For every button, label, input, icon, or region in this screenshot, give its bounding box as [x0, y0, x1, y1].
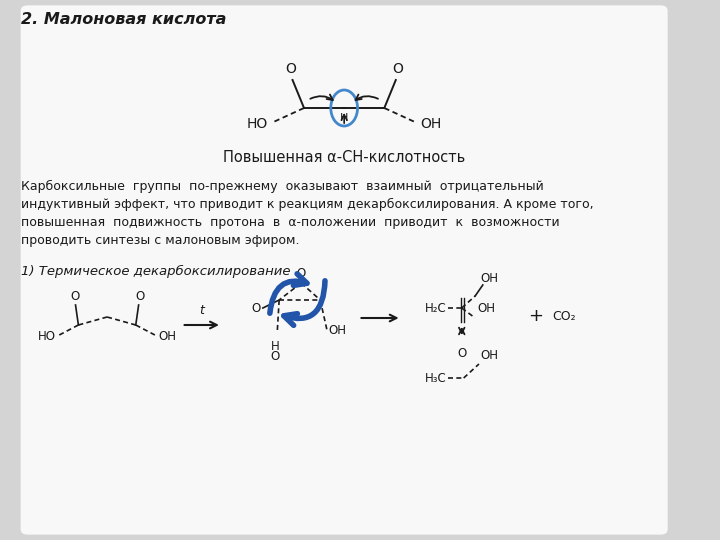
FancyBboxPatch shape: [21, 5, 667, 535]
FancyArrowPatch shape: [284, 281, 325, 325]
Text: H₃C: H₃C: [425, 372, 446, 384]
Text: HO: HO: [246, 117, 268, 131]
FancyArrowPatch shape: [356, 94, 378, 100]
Text: H₂C: H₂C: [425, 301, 446, 314]
Text: O: O: [457, 347, 467, 360]
Text: CO₂: CO₂: [552, 309, 576, 322]
Text: OH: OH: [477, 301, 495, 314]
Text: O: O: [135, 290, 144, 303]
Text: OH: OH: [329, 323, 347, 336]
Text: O: O: [285, 62, 296, 76]
FancyArrowPatch shape: [310, 94, 333, 100]
Text: O: O: [252, 301, 261, 314]
Text: O: O: [70, 290, 79, 303]
Text: OH: OH: [481, 349, 499, 362]
Text: OH: OH: [420, 117, 442, 131]
Text: O: O: [297, 267, 306, 280]
Text: O: O: [392, 62, 403, 76]
Text: OH: OH: [481, 272, 499, 285]
Text: O: O: [271, 350, 280, 363]
Text: H: H: [340, 113, 348, 123]
Text: H: H: [271, 340, 279, 353]
Text: повышенная  подвижность  протона  в  α-положении  приводит  к  возможности: повышенная подвижность протона в α-полож…: [21, 216, 559, 229]
Text: +: +: [528, 307, 543, 325]
Text: 2. Малоновая кислота: 2. Малоновая кислота: [21, 12, 226, 27]
Text: OH: OH: [158, 330, 176, 343]
Text: Повышенная α-CH-кислотность: Повышенная α-CH-кислотность: [223, 150, 465, 165]
Text: индуктивный эффект, что приводит к реакциям декарбоксилирования. А кроме того,: индуктивный эффект, что приводит к реакц…: [21, 198, 594, 211]
FancyArrowPatch shape: [270, 274, 307, 313]
Text: t: t: [199, 304, 204, 317]
Text: HO: HO: [37, 330, 55, 343]
Text: 1) Термическое декарбоксилирование: 1) Термическое декарбоксилирование: [21, 265, 291, 278]
Text: Карбоксильные  группы  по-прежнему  оказывают  взаимный  отрицательный: Карбоксильные группы по-прежнему оказыва…: [21, 180, 544, 193]
Text: проводить синтезы с малоновым эфиром.: проводить синтезы с малоновым эфиром.: [21, 234, 300, 247]
